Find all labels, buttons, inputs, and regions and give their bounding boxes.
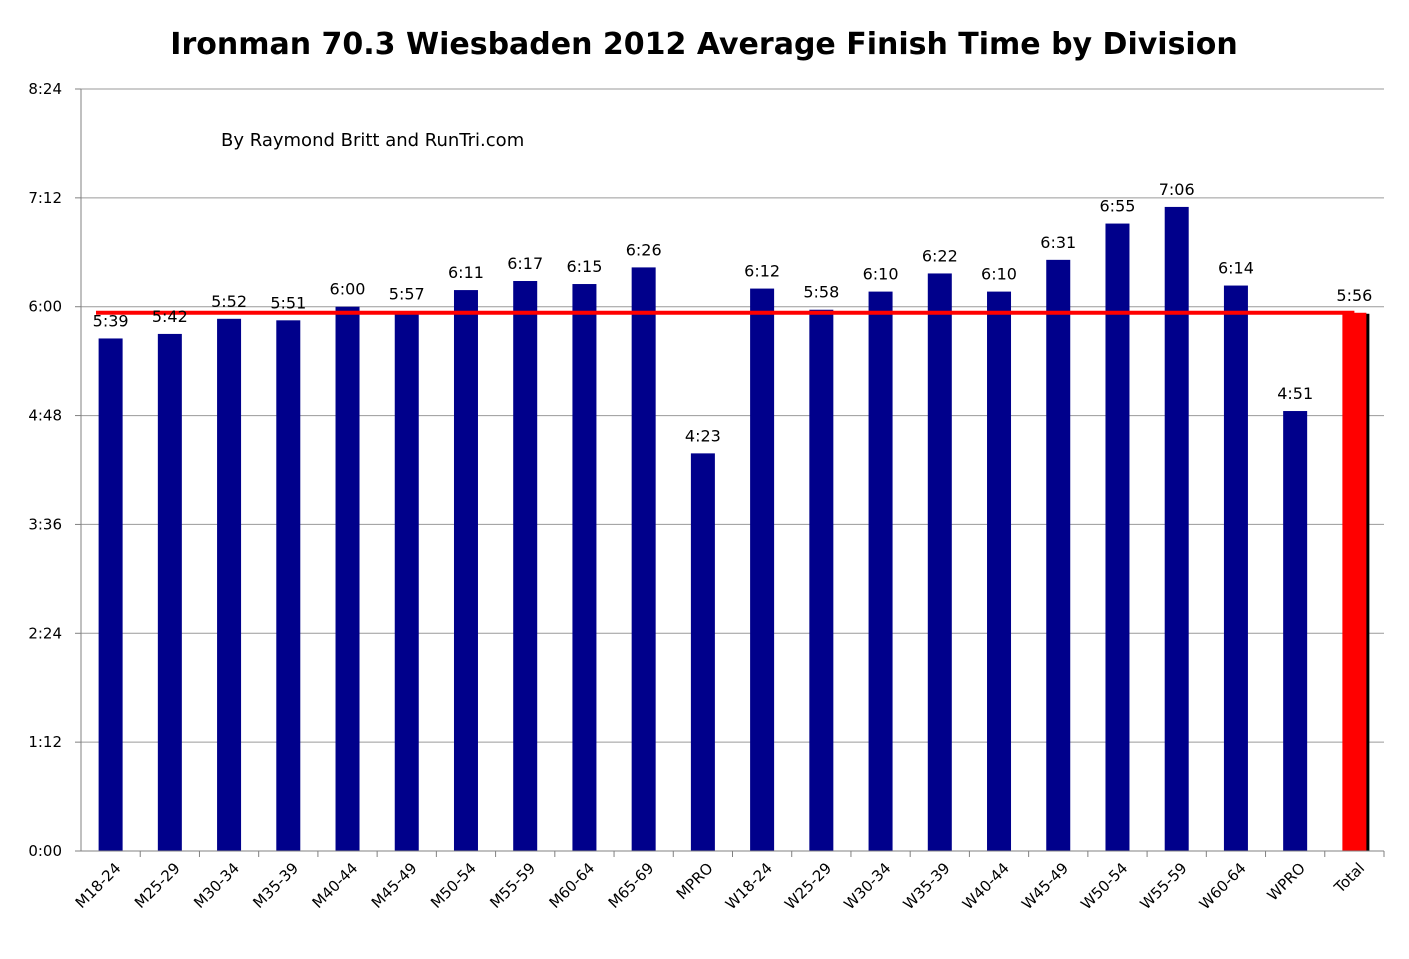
bar bbox=[750, 288, 775, 852]
chart-subtitle: By Raymond Britt and RunTri.com bbox=[221, 130, 524, 151]
y-tick-label: 6:00 bbox=[28, 298, 62, 316]
bar bbox=[927, 273, 952, 851]
data-label: 6:22 bbox=[922, 246, 958, 265]
data-label: 6:00 bbox=[330, 280, 366, 299]
axes bbox=[80, 89, 1384, 852]
data-label: 5:56 bbox=[1336, 286, 1372, 305]
bar bbox=[98, 338, 123, 851]
data-label: 6:14 bbox=[1218, 259, 1254, 278]
data-label: 7:06 bbox=[1159, 180, 1195, 199]
data-label: 6:31 bbox=[1040, 233, 1076, 252]
bar bbox=[453, 290, 478, 851]
data-labels: 5:39 5:42 5:52 5:51 6:00 5:57 6:11 6:17 6:15 6:26… bbox=[93, 180, 1373, 445]
bar bbox=[690, 453, 715, 851]
bar bbox=[631, 267, 656, 851]
data-label: 6:12 bbox=[744, 262, 780, 281]
bar bbox=[513, 281, 538, 851]
data-label: 6:17 bbox=[507, 254, 543, 273]
data-label: 5:39 bbox=[93, 311, 129, 330]
bar bbox=[1164, 206, 1189, 851]
bar bbox=[868, 291, 893, 852]
chart-title: Ironman 70.3 Wiesbaden 2012 Average Fini… bbox=[170, 27, 1237, 62]
y-tick-label: 2:24 bbox=[28, 624, 62, 642]
data-label: 6:15 bbox=[566, 257, 602, 276]
data-label: 5:57 bbox=[389, 284, 425, 303]
bar bbox=[1105, 223, 1130, 852]
bar bbox=[809, 309, 834, 851]
bar bbox=[1223, 285, 1248, 851]
y-tick-label: 1:12 bbox=[28, 733, 62, 751]
bar bbox=[987, 291, 1012, 852]
bar bbox=[157, 333, 182, 851]
data-label: 4:23 bbox=[685, 426, 721, 445]
data-label: 5:52 bbox=[211, 292, 247, 311]
bar bbox=[335, 306, 360, 851]
y-tick-label: 4:48 bbox=[28, 407, 62, 425]
data-label: 5:51 bbox=[270, 293, 306, 312]
y-tick-label: 8:24 bbox=[28, 80, 62, 98]
bar bbox=[394, 311, 419, 851]
bar bbox=[572, 284, 597, 851]
y-tick-label: 0:00 bbox=[28, 842, 62, 860]
data-label: 4:51 bbox=[1277, 384, 1313, 403]
y-tick-label: 3:36 bbox=[28, 515, 62, 533]
data-label: 6:10 bbox=[863, 265, 899, 284]
data-label: 5:58 bbox=[803, 283, 839, 302]
data-label: 6:26 bbox=[626, 240, 662, 259]
data-label: 6:10 bbox=[981, 265, 1017, 284]
data-label: 5:42 bbox=[152, 307, 188, 326]
data-label: 6:55 bbox=[1100, 197, 1136, 216]
bar bbox=[217, 318, 242, 851]
bar bbox=[1342, 312, 1367, 851]
bar bbox=[276, 320, 301, 852]
data-label: 6:11 bbox=[448, 263, 484, 282]
y-tick-label: 7:12 bbox=[28, 189, 62, 207]
y-axis-ticks: 0:00 1:12 2:24 3:36 4:48 6:00 7:12 8:24 bbox=[28, 80, 81, 860]
bar bbox=[1046, 259, 1071, 852]
bar bbox=[1283, 411, 1308, 851]
